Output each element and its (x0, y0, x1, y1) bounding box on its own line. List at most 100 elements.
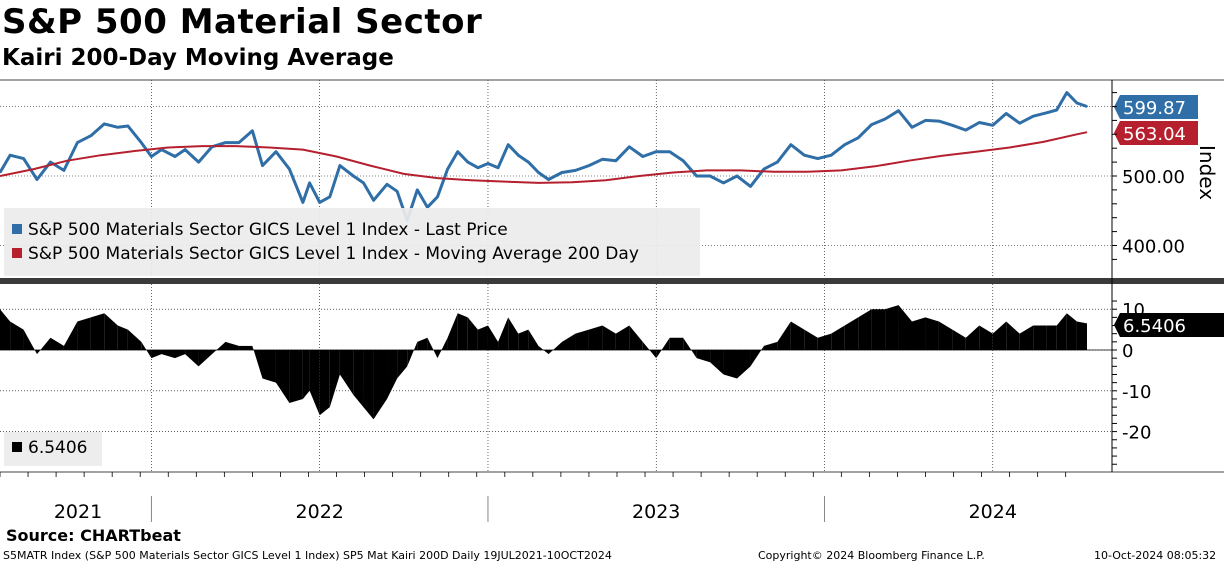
footer-ticker: S5MATR Index (S&P 500 Materials Sector G… (3, 549, 612, 562)
kairi-bar (252, 345, 263, 379)
price-point (978, 121, 981, 124)
price-line (0, 91, 1088, 222)
price-point (517, 154, 520, 157)
price-point (386, 183, 388, 186)
price-point (561, 171, 563, 174)
price-point (476, 166, 479, 169)
price-point (1065, 91, 1068, 94)
kairi-bar (77, 317, 91, 350)
price-point (1018, 122, 1021, 125)
price-point (1086, 105, 1088, 108)
kairi-bar (238, 345, 253, 350)
price-point (628, 145, 631, 148)
kairi-bar (90, 313, 105, 350)
kairi-bar (467, 317, 478, 350)
kairi-bar (518, 329, 529, 350)
price-point (749, 185, 752, 188)
kairi-bar (63, 321, 78, 350)
chart-subtitle: Kairi 200-Day Moving Average (2, 45, 394, 71)
kairi-bar (161, 350, 175, 359)
legend-item-ma: S&P 500 Materials Sector GICS Level 1 In… (12, 244, 639, 264)
price-point (9, 154, 11, 157)
price-point (537, 171, 540, 174)
ma-last-value: 563.04 (1123, 124, 1186, 145)
kairi-bar (262, 350, 276, 383)
price-point (174, 155, 176, 158)
price-axis-label: Index (1195, 145, 1219, 200)
price-point (803, 154, 806, 157)
price-point (150, 155, 153, 158)
kairi-bar (339, 350, 354, 395)
price-point (140, 141, 143, 144)
price-point (1005, 112, 1008, 115)
kairi-panel: 6.5406 (0, 305, 1224, 420)
price-legend: S&P 500 Materials Sector GICS Level 1 In… (4, 208, 700, 276)
panel-divider (0, 278, 1224, 284)
price-point (89, 134, 92, 137)
kairi-bar (50, 337, 64, 350)
kairi-bar (1019, 325, 1034, 350)
kairi-bar (319, 350, 330, 416)
price-point (251, 129, 254, 132)
legend-label-kairi: 6.5406 (28, 438, 88, 458)
price-point (446, 168, 449, 170)
price-point (362, 182, 365, 184)
price-point (641, 155, 644, 158)
kairi-bar (844, 317, 859, 350)
price-point (416, 189, 419, 191)
price-point (0, 171, 1, 174)
price-point (588, 164, 590, 167)
price-point (951, 124, 954, 127)
kairi-bar (477, 325, 488, 350)
x-tick-label: 2021 (54, 501, 102, 523)
kairi-bar (1076, 321, 1087, 350)
kairi-bar (885, 305, 899, 350)
price-point (224, 141, 227, 144)
kairi-bar (1056, 313, 1067, 350)
legend-label-ma: S&P 500 Materials Sector GICS Level 1 In… (28, 244, 639, 264)
gridlines (0, 80, 1112, 472)
kairi-bar (750, 345, 764, 367)
price-point (318, 201, 321, 204)
price-point (911, 126, 913, 129)
kairi-bar (487, 325, 499, 350)
price-point (63, 169, 65, 172)
kairi-bar (151, 350, 162, 359)
kairi-bar (669, 337, 684, 350)
price-point (197, 161, 200, 164)
ma-last-tag (1114, 121, 1198, 145)
price-point (184, 148, 186, 151)
price-point (338, 164, 341, 167)
kairi-last-value: 6.5406 (1123, 316, 1186, 337)
price-point (527, 161, 530, 164)
price-point (736, 175, 738, 177)
price-point (288, 168, 291, 170)
kairi-bar (275, 350, 290, 404)
kairi-bar (763, 341, 778, 350)
kairi-bar (309, 350, 320, 416)
kairi-bar (289, 350, 303, 404)
price-point (507, 143, 510, 146)
kairi-bar (127, 329, 142, 350)
kairi-bar (575, 329, 589, 350)
x-tick-label: 2023 (632, 501, 680, 523)
price-point (682, 159, 685, 162)
price-point (487, 162, 489, 165)
kairi-bar (858, 309, 872, 350)
x-tick-label: 2022 (296, 501, 344, 523)
kairi-bar (925, 317, 939, 350)
kairi-bar (588, 325, 603, 350)
price-point (328, 195, 331, 198)
kairi-bar (23, 329, 38, 355)
price-point (601, 158, 604, 161)
price-point (372, 199, 375, 202)
price-point (574, 169, 577, 172)
kairi-bar (602, 325, 616, 350)
price-point (816, 157, 819, 160)
kairi-bar (457, 313, 468, 350)
kairi-bar (737, 350, 751, 379)
price-point (789, 143, 792, 146)
price-point (436, 195, 439, 198)
kairi-bar (790, 321, 805, 350)
kairi-bar (548, 341, 563, 355)
